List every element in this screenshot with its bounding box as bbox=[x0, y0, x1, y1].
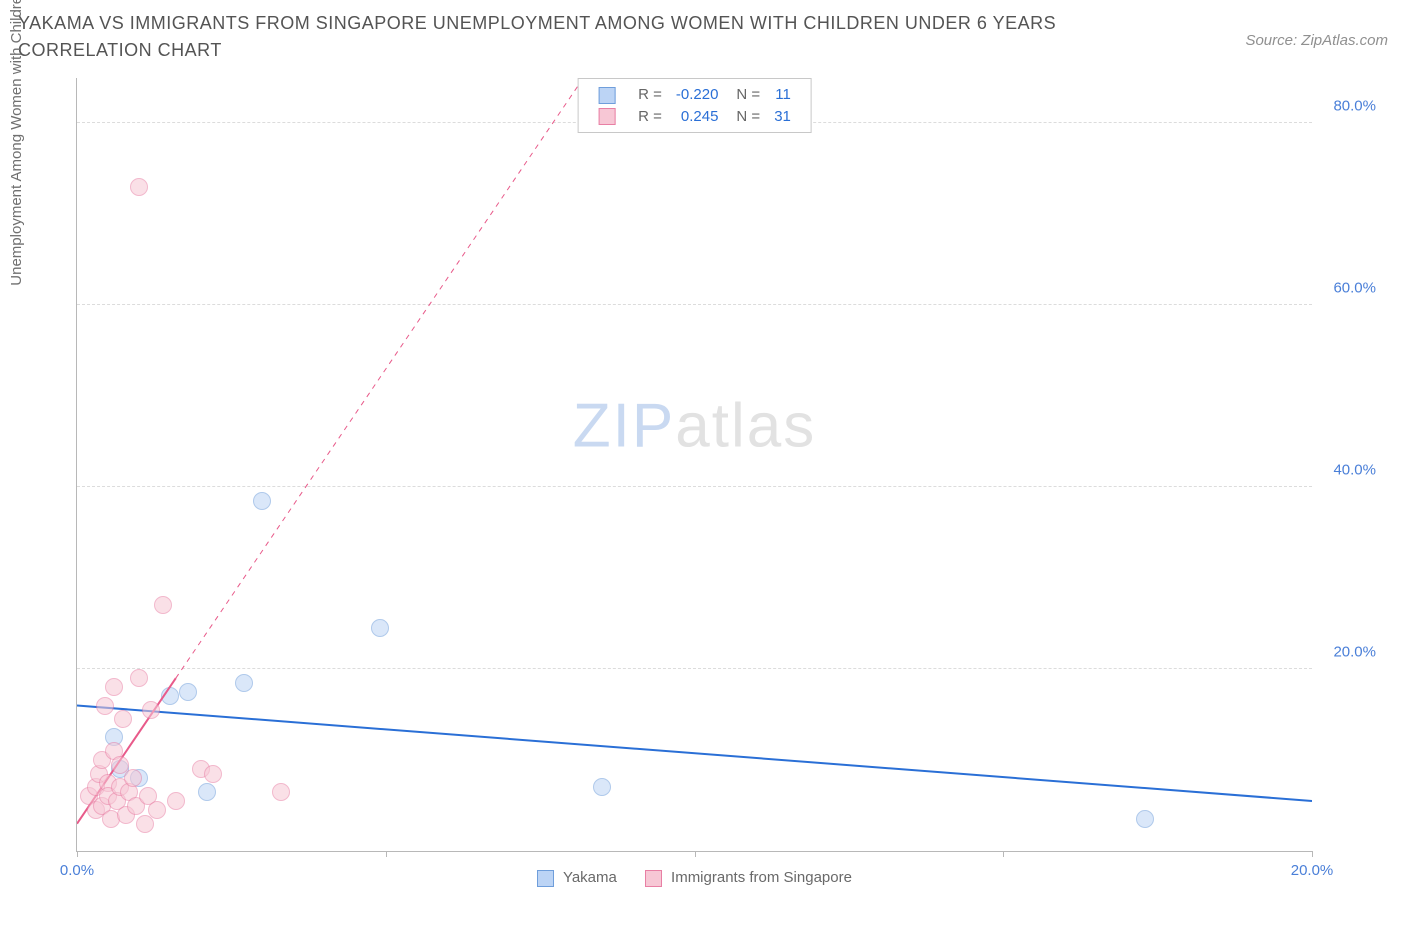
data-point bbox=[148, 801, 166, 819]
x-tick-label: 20.0% bbox=[1291, 862, 1334, 879]
legend-row: R =0.245N =31 bbox=[590, 107, 799, 127]
data-point bbox=[142, 701, 160, 719]
data-point bbox=[272, 783, 290, 801]
x-tick bbox=[1312, 851, 1313, 857]
data-point bbox=[154, 596, 172, 614]
x-tick bbox=[386, 851, 387, 857]
chart-area: Unemployment Among Women with Children U… bbox=[18, 78, 1382, 890]
trend-lines bbox=[77, 78, 1312, 851]
data-point bbox=[124, 769, 142, 787]
x-tick bbox=[695, 851, 696, 857]
data-point bbox=[204, 765, 222, 783]
x-tick-label: 0.0% bbox=[60, 862, 94, 879]
plot-area: ZIPatlas R =-0.220N =11R =0.245N =31 Yak… bbox=[76, 78, 1312, 852]
data-point bbox=[105, 678, 123, 696]
data-point bbox=[114, 710, 132, 728]
y-tick-label: 40.0% bbox=[1333, 462, 1376, 479]
series-legend: Yakama Immigrants from Singapore bbox=[77, 869, 1312, 887]
data-point bbox=[130, 178, 148, 196]
x-tick bbox=[1003, 851, 1004, 857]
y-axis-label: Unemployment Among Women with Children U… bbox=[8, 0, 25, 286]
x-tick bbox=[77, 851, 78, 857]
y-tick-label: 60.0% bbox=[1333, 280, 1376, 297]
legend-row: R =-0.220N =11 bbox=[590, 85, 799, 105]
legend-item: Immigrants from Singapore bbox=[645, 869, 852, 887]
correlation-legend: R =-0.220N =11R =0.245N =31 bbox=[577, 78, 812, 133]
y-tick-label: 20.0% bbox=[1333, 644, 1376, 661]
chart-header: YAKAMA VS IMMIGRANTS FROM SINGAPORE UNEM… bbox=[0, 0, 1406, 64]
y-tick-label: 80.0% bbox=[1333, 98, 1376, 115]
data-point bbox=[167, 792, 185, 810]
legend-item: Yakama bbox=[537, 869, 617, 887]
chart-title: YAKAMA VS IMMIGRANTS FROM SINGAPORE UNEM… bbox=[18, 10, 1168, 64]
source-label: Source: ZipAtlas.com bbox=[1245, 10, 1388, 49]
data-point bbox=[130, 669, 148, 687]
data-point bbox=[96, 697, 114, 715]
